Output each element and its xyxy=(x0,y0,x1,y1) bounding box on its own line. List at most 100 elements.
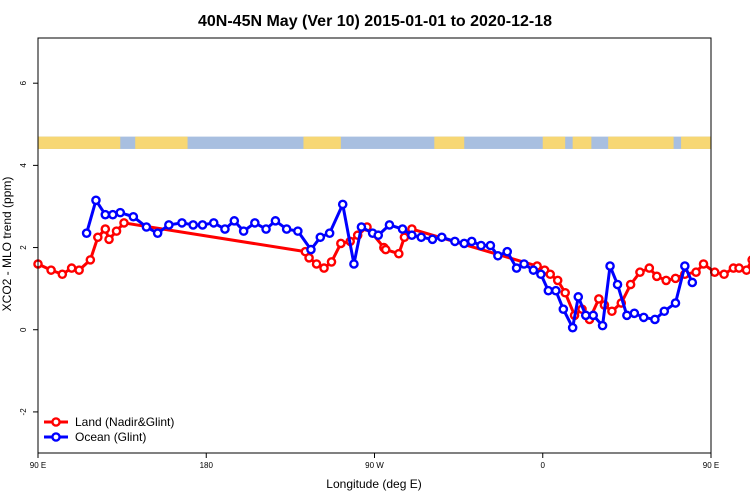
data-point xyxy=(315,232,326,243)
data-point xyxy=(698,259,709,269)
data-point xyxy=(485,240,496,251)
y-tick-label: 2 xyxy=(19,245,28,250)
data-point xyxy=(91,195,101,206)
data-point xyxy=(580,310,591,321)
data-point xyxy=(545,269,556,280)
series-layer xyxy=(33,195,750,333)
band-land-segment xyxy=(434,136,465,149)
data-point xyxy=(709,267,720,278)
y-tick-label: 4 xyxy=(19,163,28,168)
data-point xyxy=(177,218,187,228)
plot-frame xyxy=(37,37,712,454)
data-point xyxy=(560,287,570,298)
data-point xyxy=(373,230,384,241)
chart-title: 40N-45N May (Ver 10) 2015-01-01 to 2020-… xyxy=(198,13,552,30)
data-point xyxy=(384,220,395,230)
data-point xyxy=(719,269,729,280)
data-point xyxy=(552,275,563,286)
data-point xyxy=(536,269,546,280)
data-point xyxy=(511,263,522,273)
y-tick-label: -2 xyxy=(19,408,28,416)
data-point xyxy=(394,248,404,259)
data-point xyxy=(427,234,438,245)
data-point xyxy=(650,314,660,325)
band-land-segment xyxy=(38,136,121,149)
legend-label: Land (Nadir&Glint) xyxy=(75,415,174,429)
x-tick-label: 90 E xyxy=(703,461,719,470)
legend-marker xyxy=(51,417,61,427)
data-point xyxy=(46,265,56,275)
data-point xyxy=(567,322,578,333)
data-point xyxy=(100,209,111,220)
band-land-segment xyxy=(608,136,674,149)
data-point xyxy=(635,267,645,278)
data-point xyxy=(324,228,335,238)
legend: Land (Nadir&Glint)Ocean (Glint) xyxy=(44,415,174,444)
data-point xyxy=(399,232,410,243)
data-point xyxy=(416,232,427,243)
data-point xyxy=(356,222,367,232)
data-point xyxy=(281,224,292,234)
data-point xyxy=(104,234,114,245)
data-point xyxy=(734,263,744,273)
data-point xyxy=(687,277,698,288)
data-point xyxy=(670,273,681,284)
data-point xyxy=(337,199,348,210)
data-point xyxy=(661,275,671,286)
surface-type-band xyxy=(38,136,711,149)
data-point xyxy=(270,216,281,226)
data-point xyxy=(208,218,219,228)
data-point xyxy=(326,257,337,267)
x-tick-label: 90 E xyxy=(30,461,46,470)
data-point xyxy=(651,271,662,282)
data-point xyxy=(528,265,539,275)
data-point xyxy=(57,269,68,280)
data-point xyxy=(741,265,750,275)
data-point xyxy=(85,255,96,265)
data-point xyxy=(100,224,111,234)
data-point xyxy=(164,220,174,230)
band-land-segment xyxy=(135,136,188,149)
data-point xyxy=(573,292,584,302)
data-point xyxy=(141,222,152,232)
data-point xyxy=(397,224,408,234)
y-axis: -2 0 2 4 6 xyxy=(19,80,38,415)
data-point xyxy=(81,228,92,238)
data-point xyxy=(459,238,470,249)
data-point xyxy=(93,232,103,243)
x-axis: 90 E 180 90 W 0 90 E xyxy=(30,453,719,470)
x-tick-label: 0 xyxy=(541,461,546,470)
y-axis-label: XCO2 - MLO trend (ppm) xyxy=(0,177,14,312)
data-point xyxy=(336,238,346,249)
data-point xyxy=(691,267,701,278)
x-tick-label: 90 W xyxy=(365,461,384,470)
data-point xyxy=(612,279,623,290)
x-tick-label: 180 xyxy=(200,461,214,470)
data-point xyxy=(250,218,260,228)
data-point xyxy=(119,218,129,228)
data-point xyxy=(680,261,690,271)
data-point xyxy=(670,298,681,308)
data-point xyxy=(622,310,632,321)
data-point xyxy=(605,261,615,271)
data-point xyxy=(229,216,240,226)
data-point xyxy=(436,232,447,243)
y-tick-label: 6 xyxy=(19,80,28,85)
data-point xyxy=(319,263,329,273)
data-point xyxy=(115,207,126,218)
x-axis-label: Longitude (deg E) xyxy=(326,477,421,491)
data-point xyxy=(543,285,554,296)
data-point xyxy=(625,279,636,290)
data-point xyxy=(220,224,230,234)
data-point xyxy=(238,226,249,236)
data-point xyxy=(629,308,640,319)
data-point xyxy=(197,220,208,230)
data-point xyxy=(466,236,477,247)
band-land-segment xyxy=(303,136,341,149)
band-land-segment xyxy=(572,136,592,149)
data-point xyxy=(188,220,198,230)
data-point xyxy=(152,228,163,238)
data-point xyxy=(519,259,529,269)
legend-marker xyxy=(51,432,61,442)
data-point xyxy=(306,244,316,255)
